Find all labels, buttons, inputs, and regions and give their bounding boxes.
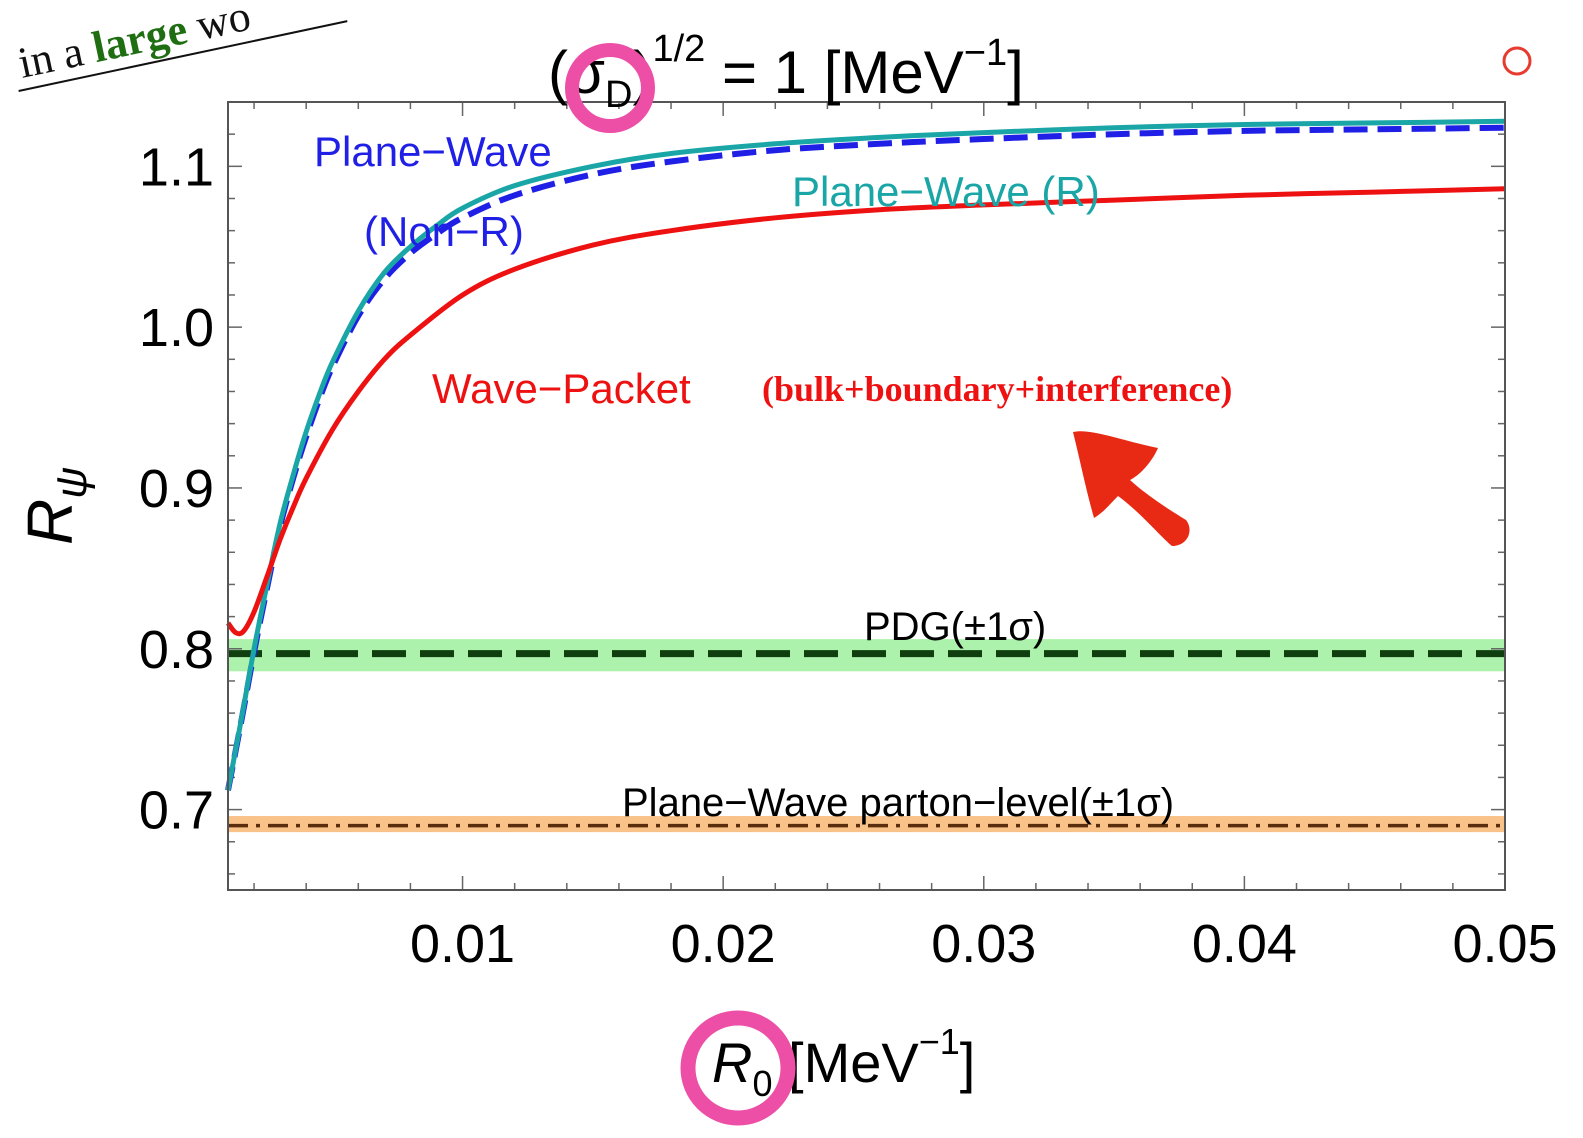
plane-wave-label: Plane−Wave xyxy=(314,128,552,175)
x-tick-label: 0.05 xyxy=(1452,914,1557,974)
axis-ticks xyxy=(228,101,1506,890)
highlight-circle-xlabel xyxy=(680,1010,796,1126)
x-tick-label: 0.03 xyxy=(931,914,1036,974)
plane-wave-non-r-label: (Non−R) xyxy=(364,208,524,255)
y-axis-label: Rψ xyxy=(14,467,96,545)
y-tick-label: 0.7 xyxy=(139,781,214,841)
y-tick-label: 0.8 xyxy=(139,620,214,680)
parton-label: Plane−Wave parton−level(±1σ) xyxy=(622,781,1174,825)
highlight-circle-title xyxy=(565,43,655,133)
x-tick-label: 0.04 xyxy=(1192,914,1297,974)
y-tick-label: 1.1 xyxy=(139,137,214,197)
corner-note-underline xyxy=(18,20,348,92)
corner-note-text: in a large wo xyxy=(14,0,255,88)
x-tick-labels: 0.01 0.02 0.03 0.04 0.05 xyxy=(410,914,1558,974)
wave-packet-detail-label: (bulk+boundary+interference) xyxy=(762,369,1232,409)
y-tick-labels: 0.7 0.8 0.9 1.0 1.1 xyxy=(139,137,214,840)
plane-wave-r-label: Plane−Wave (R) xyxy=(792,168,1100,215)
y-tick-label: 0.9 xyxy=(139,459,214,519)
corner-note: in a large wo xyxy=(14,0,348,92)
pdg-label: PDG(±1σ) xyxy=(864,605,1046,649)
series-plane-wave-non-r-line xyxy=(225,124,1506,791)
chart-title: (σD)1/2 = 1 [MeV−1] xyxy=(548,28,1024,116)
wave-packet-label: Wave−Packet xyxy=(432,365,691,412)
plot-frame xyxy=(227,101,1506,891)
hand-drawn-arrow-icon xyxy=(1073,431,1190,546)
series-plane-wave-r-line xyxy=(225,118,1506,791)
y-tick-label: 1.0 xyxy=(139,298,214,358)
x-tick-label: 0.01 xyxy=(410,914,515,974)
x-tick-label: 0.02 xyxy=(671,914,776,974)
corner-circle-icon xyxy=(1502,46,1532,76)
parton-band xyxy=(228,816,1505,833)
series-wave-packet-line xyxy=(225,186,1506,637)
x-axis-label: R0 [MeV−1] xyxy=(712,1021,975,1104)
